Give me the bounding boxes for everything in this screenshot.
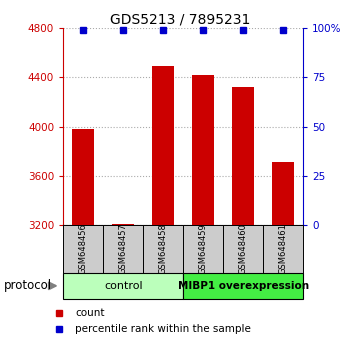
Bar	[183, 225, 223, 273]
Text: GSM648459: GSM648459	[199, 223, 208, 274]
Bar	[63, 225, 103, 273]
Text: count: count	[75, 308, 104, 318]
Bar	[263, 225, 303, 273]
Bar	[152, 67, 174, 225]
Text: control: control	[104, 281, 143, 291]
Text: protocol: protocol	[4, 279, 52, 292]
Text: GDS5213 / 7895231: GDS5213 / 7895231	[110, 12, 251, 27]
Bar	[112, 224, 134, 225]
Text: MIBP1 overexpression: MIBP1 overexpression	[178, 281, 309, 291]
Bar	[63, 273, 183, 299]
Text: GSM648458: GSM648458	[159, 223, 168, 274]
Text: GSM648460: GSM648460	[239, 223, 248, 274]
Bar	[272, 162, 294, 225]
Bar	[72, 129, 94, 225]
Text: GSM648456: GSM648456	[79, 223, 88, 274]
Bar	[232, 87, 254, 225]
Bar	[223, 225, 263, 273]
Bar	[183, 273, 303, 299]
Bar	[103, 225, 143, 273]
Bar	[192, 75, 214, 225]
Text: GSM648461: GSM648461	[279, 223, 288, 274]
Text: GSM648457: GSM648457	[119, 223, 128, 274]
Bar	[143, 225, 183, 273]
Text: percentile rank within the sample: percentile rank within the sample	[75, 324, 251, 335]
